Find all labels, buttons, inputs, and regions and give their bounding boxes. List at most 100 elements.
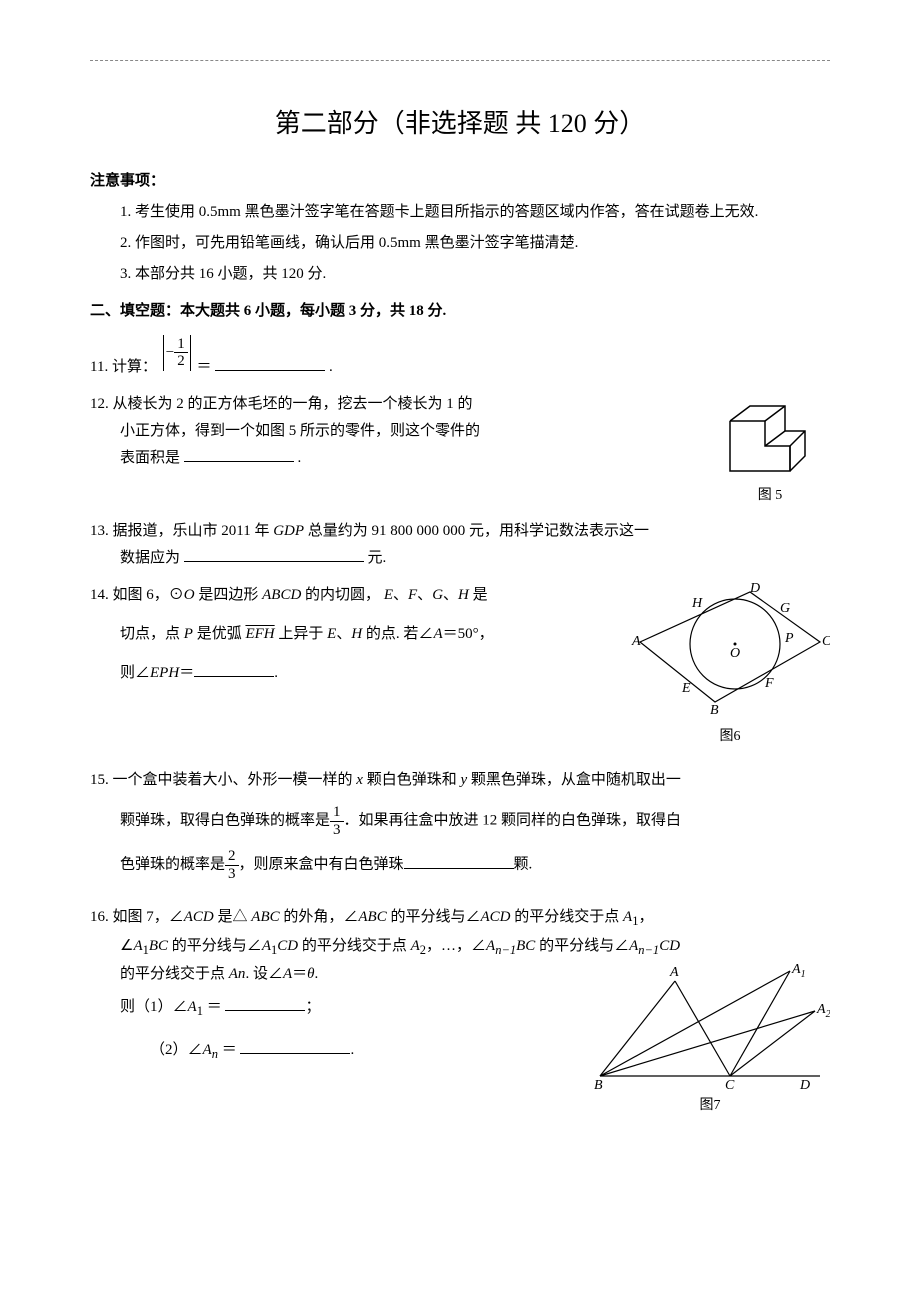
- q12-line3b: .: [298, 450, 302, 466]
- q14-E: E: [384, 587, 393, 603]
- q16-l3a: 的平分线交于点: [120, 966, 229, 982]
- question-14: 14. 如图 6，⊙O 是四边形 ABCD 的内切圆， E、F、G、H 是 切点…: [90, 582, 830, 749]
- q11-prefix: 计算：: [112, 359, 157, 375]
- q16-p2-sn: n: [212, 1047, 218, 1061]
- q12-blank[interactable]: [184, 446, 294, 462]
- q16-p2c: .: [350, 1042, 354, 1058]
- q14-l3c: .: [274, 665, 278, 681]
- q15-l1c: 颗黑色弹珠，从盒中随机取出一: [467, 772, 681, 788]
- lbl-H: H: [691, 596, 703, 611]
- q12-line3a: 表面积是: [120, 450, 180, 466]
- figure-7: A A1 A2 B C D 图7: [590, 961, 830, 1118]
- q14-blank[interactable]: [194, 661, 274, 677]
- q14-l2b: 是优弧: [193, 626, 246, 642]
- q13-gdp: GDP: [273, 523, 304, 539]
- q14-O: O: [184, 587, 195, 603]
- q16-l2b: BC: [149, 938, 168, 954]
- question-15: 15. 一个盒中装着大小、外形一模一样的 x 颗白色弹珠和 y 颗黑色弹珠，从盒…: [90, 767, 830, 882]
- q13-l2b: 元.: [368, 550, 387, 566]
- q16-theta: θ: [307, 966, 314, 982]
- lbl7-C: C: [725, 1078, 735, 1091]
- top-rule: [90, 60, 830, 61]
- q14-l2c: 上异于: [275, 626, 328, 642]
- q14-F: F: [408, 587, 417, 603]
- q16-subn1: n−1: [495, 943, 516, 957]
- q16-number: 16.: [90, 909, 109, 925]
- q16-l1c: 的外角，∠: [280, 909, 359, 925]
- question-12: 12. 从棱长为 2 的正方体毛坯的一角，挖去一个棱长为 1 的 小正方体，得到…: [90, 391, 830, 508]
- figure-7-caption: 图7: [590, 1093, 830, 1118]
- question-13: 13. 据报道，乐山市 2011 年 GDP 总量约为 91 800 000 0…: [90, 518, 830, 572]
- q15-f1d: 3: [330, 822, 344, 839]
- figure-6-caption: 图6: [630, 724, 830, 749]
- q16-ABC2: ABC: [358, 909, 386, 925]
- part-title: 第二部分（非选择题 共 120 分）: [90, 101, 830, 148]
- q11-number: 11.: [90, 359, 108, 375]
- q14-l3a: 则∠: [120, 665, 150, 681]
- q15-x: x: [356, 772, 363, 788]
- q16-p2b: ＝: [222, 1042, 237, 1058]
- q16-l1e: 的平分线交于点: [511, 909, 624, 925]
- q16-blank1[interactable]: [225, 995, 305, 1011]
- q16-p1c: ；: [305, 999, 320, 1015]
- question-16: 16. 如图 7，∠ACD 是△ ABC 的外角，∠ABC 的平分线与∠ACD …: [90, 904, 830, 1118]
- figure-6: A B C D E F G H O P 图6: [630, 582, 830, 749]
- q16-l1d: 的平分线与∠: [387, 909, 481, 925]
- section-heading: 二、填空题：本大题共 6 小题，每小题 3 分，共 18 分.: [90, 298, 830, 325]
- q16-l1b: 是△: [214, 909, 252, 925]
- q16-blank2[interactable]: [240, 1038, 350, 1054]
- q16-l2e: 的平分线交于点: [298, 938, 411, 954]
- lbl-P: P: [784, 631, 794, 646]
- question-11: 11. 计算： −12 ＝ .: [90, 335, 830, 381]
- lbl7-A2: A2: [816, 1002, 830, 1020]
- q14-G: G: [432, 587, 443, 603]
- q16-l2d: CD: [277, 938, 298, 954]
- lbl-C: C: [822, 634, 830, 649]
- q16-subn1b: n−1: [638, 943, 659, 957]
- lbl7-D: D: [799, 1078, 810, 1091]
- q12-line1: 从棱长为 2 的正方体毛坯的一角，挖去一个棱长为 1 的: [113, 396, 473, 412]
- q15-f2d: 3: [225, 866, 239, 883]
- q16-l2g: BC: [516, 938, 535, 954]
- q16-ACD2: ACD: [481, 909, 511, 925]
- q16-l3d: .: [315, 966, 319, 982]
- lbl-B: B: [710, 703, 719, 718]
- lbl-A: A: [631, 634, 641, 649]
- lbl-F: F: [764, 676, 774, 691]
- q16-A1: A: [623, 909, 632, 925]
- q16-An1b: A: [629, 938, 638, 954]
- figure-5: 图 5: [710, 391, 830, 508]
- q11-blank[interactable]: [215, 355, 325, 371]
- q14-A: A: [433, 626, 442, 642]
- q14-H2: H: [351, 626, 362, 642]
- q15-l2a: 颗弹珠，取得白色弹珠的概率是: [120, 813, 330, 829]
- q14-E2: E: [327, 626, 336, 642]
- q12-number: 12.: [90, 396, 109, 412]
- q13-l1b: 总量约为 91 800 000 000 元，用科学记数法表示这一: [304, 523, 649, 539]
- q16-p1b: ＝: [207, 999, 222, 1015]
- q15-l1a: 一个盒中装着大小、外形一模一样的: [113, 772, 357, 788]
- abs-bar-left: [163, 335, 164, 371]
- lbl-O: O: [730, 646, 740, 661]
- q16-l3c: ＝: [292, 966, 307, 982]
- q13-blank[interactable]: [184, 546, 364, 562]
- q14-l1c: 的内切圆，: [301, 587, 384, 603]
- q14-l2a: 切点，点: [120, 626, 184, 642]
- q16-p1-s1: 1: [197, 1004, 203, 1018]
- q13-l1a: 据报道，乐山市 2011 年: [113, 523, 274, 539]
- q14-arc: EFH: [245, 626, 274, 642]
- q14-l2e: ＝50°，: [443, 626, 494, 642]
- q16-l2h: 的平分线与∠: [535, 938, 629, 954]
- q16-l1f: ，: [638, 909, 653, 925]
- q15-blank[interactable]: [404, 853, 514, 869]
- notice-label: 注意事项：: [90, 168, 830, 195]
- q16-l2c: 的平分线与∠: [168, 938, 262, 954]
- q16-ACD: ACD: [184, 909, 214, 925]
- cube-icon: [710, 391, 830, 481]
- abs-value: −12: [161, 335, 193, 371]
- q14-ABCD: ABCD: [262, 587, 301, 603]
- q16-l1a: 如图 7，∠: [113, 909, 184, 925]
- q15-l3b: ，则原来盒中有白色弹珠: [239, 857, 404, 873]
- q13-number: 13.: [90, 523, 109, 539]
- notice-3: 3. 本部分共 16 小题，共 120 分.: [90, 261, 830, 288]
